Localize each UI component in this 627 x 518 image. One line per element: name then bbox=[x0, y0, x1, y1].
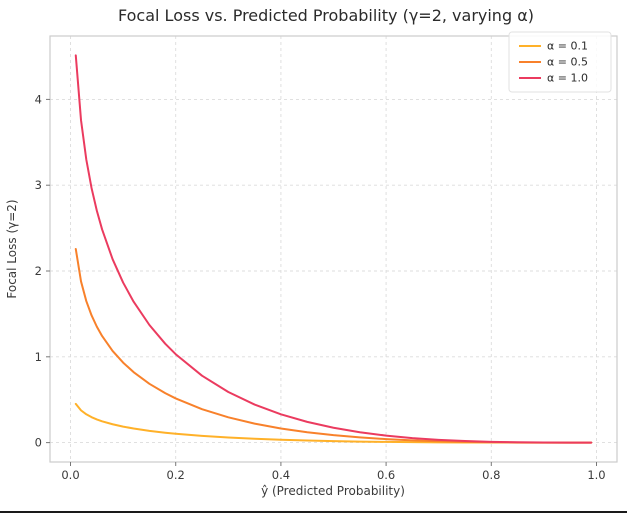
x-axis-label: ŷ (Predicted Probability) bbox=[261, 484, 405, 498]
series-line-α=0.5 bbox=[74, 247, 593, 444]
x-tick-label: 0.2 bbox=[167, 468, 185, 482]
ticks: 0.0 0.2 0.4 0.6 0.8 1.0 0 1 2 3 4 bbox=[35, 92, 606, 482]
legend-label: α = 0.5 bbox=[547, 56, 588, 69]
series-line-α=1.0 bbox=[74, 54, 593, 444]
y-tick-label: 4 bbox=[35, 92, 42, 106]
x-tick-label: 0.0 bbox=[61, 468, 79, 482]
y-axis-label: Focal Loss (γ=2) bbox=[5, 199, 19, 298]
series-lines bbox=[74, 54, 593, 444]
grid bbox=[50, 36, 617, 462]
x-tick-label: 0.8 bbox=[482, 468, 500, 482]
x-tick-label: 0.4 bbox=[272, 468, 290, 482]
plot-box bbox=[49, 35, 618, 463]
legend-item: α = 1.0 bbox=[519, 72, 588, 85]
y-tick-label: 3 bbox=[35, 178, 42, 192]
legend-label: α = 0.1 bbox=[547, 40, 588, 53]
chart-title: Focal Loss vs. Predicted Probability (γ=… bbox=[118, 6, 534, 25]
window-bottom-edge bbox=[0, 511, 627, 513]
y-tick-label: 2 bbox=[35, 264, 42, 278]
y-tick-label: 1 bbox=[35, 350, 42, 364]
y-tick-label: 0 bbox=[35, 436, 42, 450]
legend: α = 0.1 α = 0.5 α = 1.0 bbox=[508, 31, 612, 93]
legend-label: α = 1.0 bbox=[547, 72, 588, 85]
x-tick-label: 0.6 bbox=[377, 468, 395, 482]
series-line-α=0.1 bbox=[74, 402, 593, 444]
legend-item: α = 0.1 bbox=[519, 40, 588, 53]
x-tick-label: 1.0 bbox=[587, 468, 605, 482]
legend-item: α = 0.5 bbox=[519, 56, 588, 69]
